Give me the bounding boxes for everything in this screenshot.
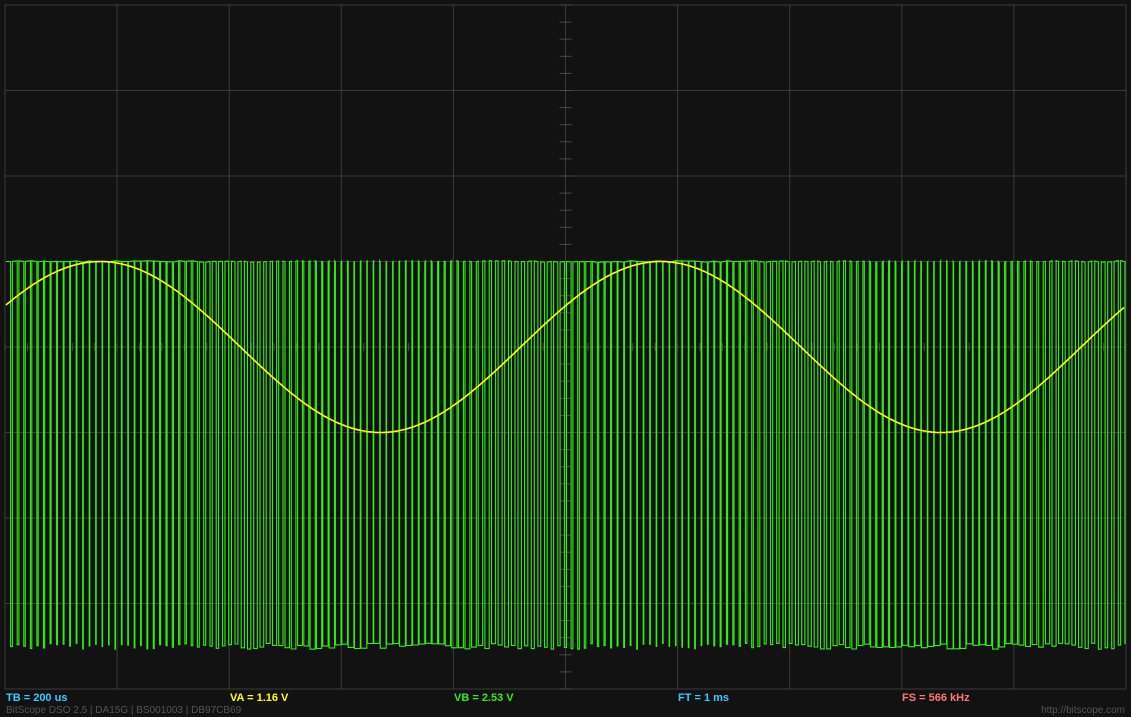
traces xyxy=(5,258,1126,650)
timebase-readout: TB = 200 us xyxy=(6,692,68,704)
graticule xyxy=(4,4,1127,690)
channel-a-trace xyxy=(5,260,1125,434)
channel-b-readout: VB = 2.53 V xyxy=(454,692,514,704)
channel-a-readout: VA = 1.16 V xyxy=(230,692,289,704)
channel-b-trace xyxy=(6,258,1126,650)
website-link[interactable]: http://bitscope.com xyxy=(1041,705,1125,716)
sample-rate-readout: FS = 566 kHz xyxy=(902,692,970,704)
frame-time-readout: FT = 1 ms xyxy=(678,692,730,704)
device-info: BitScope DSO 2.5 | DA15G | BS001003 | DB… xyxy=(6,705,242,716)
